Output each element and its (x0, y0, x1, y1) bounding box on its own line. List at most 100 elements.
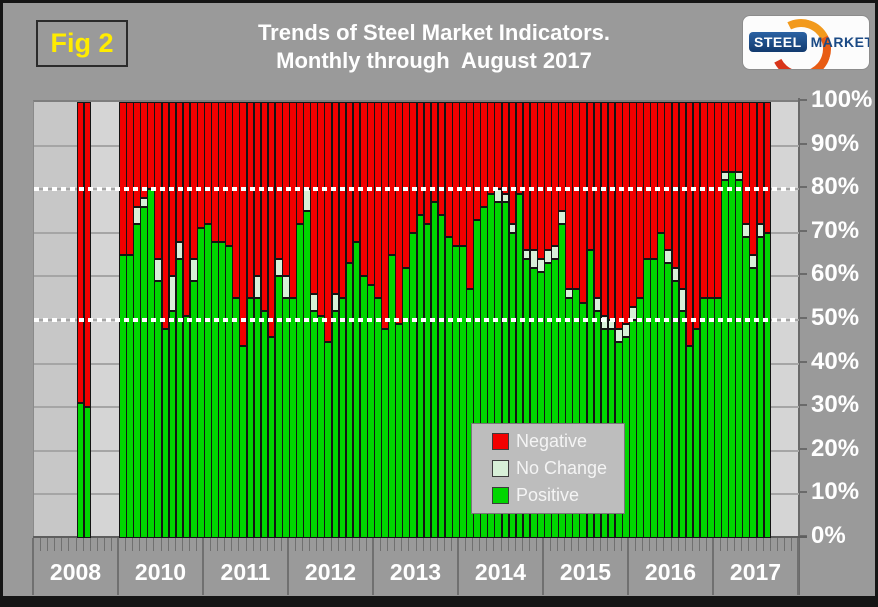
legend-label-positive: Positive (516, 485, 580, 505)
month-tick (535, 538, 537, 551)
month-tick (705, 538, 707, 551)
month-tick (323, 538, 325, 551)
month-tick (578, 538, 580, 551)
y-axis-label-10: 10% (811, 478, 860, 506)
month-tick (783, 538, 785, 551)
month-tick (54, 538, 56, 551)
month-tick (677, 538, 679, 551)
y-axis-tick (798, 186, 807, 189)
year-divider (712, 538, 714, 595)
negative-segment (763, 102, 772, 233)
y-axis-tick (798, 491, 807, 494)
month-tick (649, 538, 651, 551)
legend-label-negative: Negative (516, 431, 588, 451)
month-tick (507, 538, 509, 551)
month-tick (720, 538, 722, 551)
bar-2008-08 (83, 102, 92, 538)
month-tick (613, 538, 615, 551)
y-axis-tick (798, 404, 807, 407)
month-tick (436, 538, 438, 551)
month-tick (727, 538, 729, 551)
month-tick (188, 538, 190, 551)
year-label-2014: 2014 (474, 559, 527, 585)
month-tick (656, 538, 658, 551)
y-axis-label-30: 30% (811, 391, 860, 419)
month-tick (443, 538, 445, 551)
legend-item-no-change: No Change (492, 458, 624, 479)
month-tick (316, 538, 318, 551)
month-tick (68, 538, 70, 551)
y-axis-tick (798, 142, 807, 145)
month-tick (358, 538, 360, 551)
year-label-2017: 2017 (729, 559, 782, 585)
month-tick (181, 538, 183, 551)
y-axis-label-90: 90% (811, 129, 860, 157)
chart-title: Trends of Steel Market Indicators. Month… (143, 19, 725, 75)
month-tick (224, 538, 226, 551)
month-tick (217, 538, 219, 551)
month-tick (337, 538, 339, 551)
month-tick (514, 538, 516, 551)
y-axis-line (798, 98, 800, 595)
month-tick (599, 538, 601, 551)
y-axis-label-40: 40% (811, 347, 860, 375)
month-tick (167, 538, 169, 551)
positive-segment (83, 407, 92, 538)
month-tick (684, 538, 686, 551)
month-tick (47, 538, 49, 551)
month-tick (273, 538, 275, 551)
year-divider (372, 538, 374, 595)
year-divider (202, 538, 204, 595)
month-tick (252, 538, 254, 551)
month-tick (61, 538, 63, 551)
month-tick (103, 538, 105, 551)
month-tick (132, 538, 134, 551)
month-tick (486, 538, 488, 551)
year-label-2012: 2012 (304, 559, 357, 585)
month-tick (82, 538, 84, 551)
month-tick (472, 538, 474, 551)
month-tick (748, 538, 750, 551)
y-axis-label-50: 50% (811, 304, 860, 331)
logo-steel-text: STEEL (749, 32, 807, 52)
chart-title-line1: Trends of Steel Market Indicators. (257, 20, 611, 45)
year-divider (457, 538, 459, 595)
year-divider (117, 538, 119, 595)
month-tick (295, 538, 297, 551)
logo-text: STEELMARKETUPDATE (749, 32, 869, 52)
month-tick (585, 538, 587, 551)
month-tick (75, 538, 77, 551)
month-tick (734, 538, 736, 551)
legend-label-no-change: No Change (516, 458, 608, 478)
figure-label-box: Fig 2 (36, 20, 128, 67)
month-tick (642, 538, 644, 551)
positive-segment (763, 232, 772, 538)
month-tick (620, 538, 622, 551)
month-tick (365, 538, 367, 551)
dotted-line-80 (34, 187, 799, 192)
y-axis-tick (798, 360, 807, 363)
y-axis-label-0: 0% (811, 522, 846, 549)
y-axis-label-100: 100% (811, 86, 873, 113)
month-tick (465, 538, 467, 551)
month-tick (408, 538, 410, 551)
month-tick (40, 538, 42, 551)
month-tick (174, 538, 176, 551)
month-tick (550, 538, 552, 551)
month-tick (266, 538, 268, 551)
month-tick (96, 538, 98, 551)
month-tick (755, 538, 757, 551)
positive-swatch-icon (492, 487, 509, 504)
chart-title-line2: Monthly through August 2017 (276, 48, 592, 73)
plot-area (33, 100, 799, 538)
month-tick (521, 538, 523, 551)
month-tick (429, 538, 431, 551)
y-axis-label-20: 20% (811, 434, 860, 462)
year-label-2013: 2013 (389, 559, 442, 585)
year-divider (797, 538, 799, 595)
month-tick (245, 538, 247, 551)
dotted-line-50 (34, 318, 799, 322)
y-axis-tick (798, 99, 807, 101)
month-tick (571, 538, 573, 551)
year-divider (32, 538, 34, 595)
